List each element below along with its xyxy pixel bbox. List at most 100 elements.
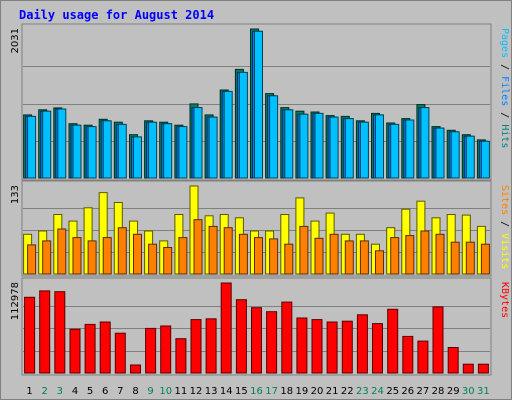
bar-sites-day-3 — [57, 228, 67, 275]
x-tick-label-day-13: 13 — [205, 386, 218, 397]
bar-pages-day-14 — [223, 90, 233, 179]
ymax-label-pages-files-hits: 2031 — [10, 28, 21, 53]
bar-kbytes-day-4 — [69, 328, 81, 374]
bar-kbytes-day-27 — [417, 340, 429, 374]
bar-kbytes-day-11 — [175, 338, 187, 374]
bar-kbytes-day-30 — [462, 363, 474, 374]
series-label-part-pages-files-hits-3: / — [499, 106, 510, 124]
bar-kbytes-day-24 — [372, 323, 383, 374]
bar-kbytes-day-8 — [130, 364, 141, 374]
bar-sites-day-10 — [163, 247, 173, 275]
bar-kbytes-day-28 — [432, 306, 444, 374]
series-label-part-pages-files-hits-0: Pages — [499, 28, 510, 58]
bar-pages-day-17 — [269, 95, 279, 179]
x-tick-label-day-2: 2 — [42, 386, 48, 397]
bar-pages-day-18 — [284, 109, 294, 179]
x-tick-label-day-23: 23 — [356, 386, 369, 397]
bar-sites-day-1 — [27, 244, 37, 275]
bar-kbytes-day-13 — [205, 318, 217, 374]
x-tick-label-day-31: 31 — [477, 386, 490, 397]
bar-sites-day-26 — [405, 235, 415, 275]
bar-pages-day-11 — [178, 126, 188, 179]
x-tick-label-day-10: 10 — [159, 386, 172, 397]
bar-sites-day-23 — [359, 240, 369, 275]
bar-kbytes-day-29 — [447, 347, 459, 374]
bar-kbytes-day-6 — [99, 321, 111, 374]
bar-sites-day-11 — [178, 237, 188, 275]
series-label-part-visits-sites-2: Visits — [499, 233, 510, 269]
bar-kbytes-day-23 — [356, 314, 368, 374]
bar-sites-day-28 — [435, 233, 445, 275]
bar-sites-day-5 — [87, 240, 97, 275]
x-tick-label-day-17: 17 — [265, 386, 278, 397]
bar-pages-day-20 — [314, 112, 324, 179]
x-tick-label-day-29: 29 — [447, 386, 460, 397]
bar-sites-day-19 — [299, 225, 309, 275]
bar-pages-day-5 — [87, 126, 97, 179]
x-tick-label-day-11: 11 — [175, 386, 188, 397]
series-label-visits-sites: Sites / Visits — [499, 185, 510, 269]
bar-pages-day-31 — [480, 140, 490, 179]
bar-pages-day-7 — [117, 123, 127, 179]
series-kbytes-kbytes — [24, 282, 489, 374]
panel-visits-sites: 133 Sites / Visits — [10, 180, 510, 277]
bar-pages-day-13 — [208, 116, 218, 179]
series-label-pages-files-hits: Pages / Files / Hits — [499, 28, 510, 148]
x-tick-label-day-21: 21 — [326, 386, 339, 397]
series-label-part-kbytes-0: KBytes — [499, 282, 510, 318]
bar-sites-day-25 — [390, 237, 400, 275]
x-tick-label-day-16: 16 — [250, 386, 263, 397]
bar-sites-day-16 — [254, 237, 263, 275]
series-label-part-visits-sites-0: Sites — [499, 185, 510, 215]
series-label-part-pages-files-hits-1: / — [499, 58, 510, 76]
x-tick-label-day-9: 9 — [147, 386, 153, 397]
bar-kbytes-day-12 — [190, 319, 202, 374]
x-tick-label-day-24: 24 — [371, 386, 384, 397]
bar-kbytes-day-7 — [114, 332, 126, 374]
bar-pages-day-16 — [254, 30, 263, 179]
bar-pages-day-6 — [102, 120, 112, 179]
x-tick-label-day-27: 27 — [417, 386, 430, 397]
x-tick-label-day-28: 28 — [432, 386, 445, 397]
bar-pages-day-23 — [359, 121, 369, 179]
chart-title: Daily usage for August 2014 — [19, 8, 214, 22]
bar-pages-day-2 — [42, 110, 52, 179]
bar-sites-day-29 — [450, 241, 460, 275]
bar-pages-day-15 — [238, 71, 248, 179]
bar-pages-day-19 — [299, 113, 309, 179]
bar-kbytes-day-25 — [387, 308, 399, 374]
bar-sites-day-7 — [117, 227, 127, 275]
x-tick-label-day-30: 30 — [462, 386, 475, 397]
bar-sites-day-12 — [193, 219, 203, 275]
bar-sites-day-20 — [314, 237, 324, 275]
bar-kbytes-day-22 — [341, 320, 353, 374]
x-tick-label-day-19: 19 — [296, 386, 309, 397]
series-label-part-pages-files-hits-2: Files — [499, 76, 510, 106]
series-label-kbytes: KBytes — [499, 282, 510, 318]
bar-kbytes-day-31 — [477, 363, 489, 374]
bar-pages-day-1 — [27, 115, 37, 179]
bar-sites-day-9 — [148, 243, 158, 275]
x-tick-label-day-15: 15 — [235, 386, 248, 397]
x-tick-label-day-3: 3 — [57, 386, 63, 397]
bar-sites-day-4 — [72, 237, 82, 275]
series-label-part-visits-sites-1: / — [499, 215, 510, 233]
bar-pages-day-24 — [375, 114, 384, 179]
bar-kbytes-day-15 — [235, 299, 247, 374]
bar-kbytes-day-14 — [220, 282, 232, 374]
bar-sites-day-24 — [375, 250, 384, 275]
bar-pages-day-22 — [344, 118, 354, 179]
bar-sites-day-15 — [238, 233, 248, 275]
bar-kbytes-day-5 — [84, 323, 96, 374]
x-tick-label-day-14: 14 — [220, 386, 233, 397]
bar-sites-day-8 — [133, 233, 142, 275]
bar-kbytes-day-17 — [266, 311, 278, 374]
bar-sites-day-14 — [223, 227, 233, 275]
bar-sites-day-21 — [329, 233, 339, 275]
bar-kbytes-day-16 — [251, 307, 262, 374]
bar-kbytes-day-19 — [296, 317, 308, 374]
bar-sites-day-13 — [208, 225, 218, 275]
bar-sites-day-31 — [480, 243, 490, 275]
x-tick-label-day-8: 8 — [132, 386, 138, 397]
